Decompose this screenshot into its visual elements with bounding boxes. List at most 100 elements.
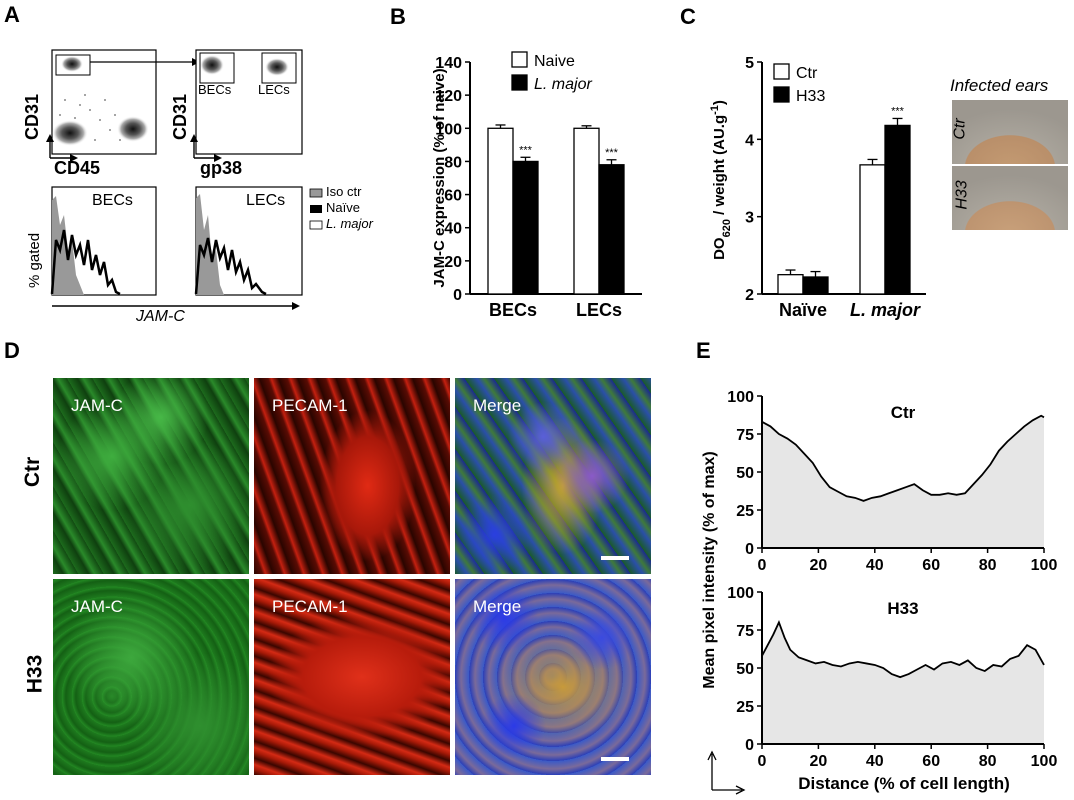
legend-label: Ctr xyxy=(796,65,818,82)
bec-iso-histogram xyxy=(52,196,84,295)
panel-a-flow-cytometry xyxy=(46,49,323,310)
y-axis-title-part: ) xyxy=(711,100,728,105)
significance-stars: *** xyxy=(519,144,533,156)
cd31-label-2: CD31 xyxy=(170,93,190,140)
jamc-axis-label: JAM-C xyxy=(136,308,185,325)
percent-gated-label: % gated xyxy=(26,232,43,288)
y-tick-label: 2 xyxy=(745,287,754,304)
y-tick-label: 0 xyxy=(745,541,754,558)
scale-bar-ctr xyxy=(601,556,629,560)
panel-c-bar-chart: 2 3 4 5 Naïve *** L. major Ctr H33 DO620 / weight… xyxy=(709,55,926,320)
y-axis-title: Mean pixel intensity (% of max) xyxy=(701,451,718,688)
bar-l--major xyxy=(598,164,625,295)
lec-gate-label: LECs xyxy=(258,82,290,97)
y-axis-title-part: / weight (AU.g xyxy=(711,115,728,219)
y-tick-label: 60 xyxy=(444,188,462,205)
y-tick-label: 0 xyxy=(745,737,754,754)
label-merge-h33: Merge xyxy=(473,597,522,616)
legend-lmajor-label: L. major xyxy=(326,216,373,231)
y-tick-label: 100 xyxy=(435,121,462,138)
micrograph-ctr-pecam: PECAM-1 xyxy=(253,377,451,575)
panel-letter-d: D xyxy=(4,338,20,363)
cd45-label: CD45 xyxy=(54,158,101,178)
y-tick-label: 3 xyxy=(745,210,754,227)
y-tick-label: 40 xyxy=(444,221,462,238)
bec-gate xyxy=(199,52,235,84)
label-merge-ctr: Merge xyxy=(473,396,522,415)
x-tick-label: 0 xyxy=(758,753,767,770)
micrograph-ctr-merge: Merge xyxy=(454,377,652,575)
legend-swatch xyxy=(773,63,790,80)
y-tick-label: 20 xyxy=(444,254,462,271)
x-tick-label: 40 xyxy=(866,753,884,770)
panel-letter-a: A xyxy=(4,2,20,27)
legend-iso-label: Iso ctr xyxy=(326,184,362,199)
gp38-label: gp38 xyxy=(200,158,243,178)
profile-title: Ctr xyxy=(891,403,916,422)
bec-population xyxy=(200,55,224,75)
x-tick-label: 20 xyxy=(810,753,828,770)
y-axis-title: JAM-C expression (% of naive) xyxy=(431,68,448,287)
lec-naive-histogram xyxy=(194,237,267,296)
category-label: BECs xyxy=(489,300,537,320)
lec-histogram-title: LECs xyxy=(246,192,286,209)
label-pecam-ctr: PECAM-1 xyxy=(272,396,348,415)
label-pecam-h33: PECAM-1 xyxy=(272,597,348,616)
bar-naive xyxy=(487,127,514,295)
y-tick-label: 75 xyxy=(736,427,754,444)
category-label: L. major xyxy=(850,300,921,320)
legend-naive-label: Naïve xyxy=(326,200,360,215)
y-tick-label: 50 xyxy=(736,661,754,678)
scale-bar-h33 xyxy=(601,757,629,761)
panel-letter-e: E xyxy=(696,338,711,363)
bar-ctr xyxy=(777,274,804,295)
y-tick-label: 75 xyxy=(736,623,754,640)
ear-label-h33: H33 xyxy=(953,180,971,210)
x-tick-label: 100 xyxy=(1031,753,1058,770)
area-fill-h33 xyxy=(762,622,1044,744)
legend-swatch xyxy=(511,51,528,68)
y-tick-label: 100 xyxy=(727,585,754,602)
y-axis-title: DO620 / weight (AU.g-1) xyxy=(709,100,733,260)
legend-lmajor-swatch xyxy=(309,220,323,230)
lec-gate xyxy=(261,52,297,84)
profile-title: H33 xyxy=(887,599,918,618)
cd31-label-1: CD31 xyxy=(22,93,42,140)
y-tick-label: 140 xyxy=(435,55,462,72)
x-tick-label: 20 xyxy=(810,557,828,574)
legend-label: Naive xyxy=(534,53,575,70)
bar-l--major xyxy=(512,160,539,295)
row-label-h33: H33 xyxy=(23,654,47,694)
y-tick-label: 25 xyxy=(736,699,754,716)
legend-iso-swatch xyxy=(309,188,323,198)
row-label-ctr: Ctr xyxy=(21,456,45,488)
y-axis-title-part: DO xyxy=(711,237,728,260)
legend-label: L. major xyxy=(534,76,592,93)
legend-swatch xyxy=(773,86,790,103)
micrograph-ctr-jamc: JAM-C xyxy=(52,377,250,575)
endothelial-population xyxy=(61,56,83,72)
panel-letter-c: C xyxy=(680,4,696,29)
y-tick-label: 25 xyxy=(736,503,754,520)
x-tick-label: 0 xyxy=(758,557,767,574)
corner-axes-arrowhead-x xyxy=(735,785,746,795)
category-label: LECs xyxy=(576,300,622,320)
bec-histogram-title: BECs xyxy=(92,192,133,209)
micrograph-h33-merge: Merge xyxy=(454,578,652,776)
area-fill-ctr xyxy=(762,415,1044,548)
y-axis-title-part: 620 xyxy=(721,219,733,237)
y-tick-label: 4 xyxy=(745,132,754,149)
bar-h33 xyxy=(884,124,911,295)
legend-swatch xyxy=(511,74,528,91)
micrograph-h33-jamc: JAM-C xyxy=(52,578,250,776)
ear-photo-ctr: Ctr xyxy=(952,100,1068,164)
bar-h33 xyxy=(802,276,829,295)
panel-letter-b: B xyxy=(390,4,406,29)
y-tick-label: 120 xyxy=(435,88,462,105)
bec-gate-label: BECs xyxy=(198,82,232,97)
x-tick-label: 80 xyxy=(979,753,997,770)
legend-label: H33 xyxy=(796,88,825,105)
y-tick-label: 5 xyxy=(745,55,754,72)
significance-stars: *** xyxy=(605,147,619,159)
